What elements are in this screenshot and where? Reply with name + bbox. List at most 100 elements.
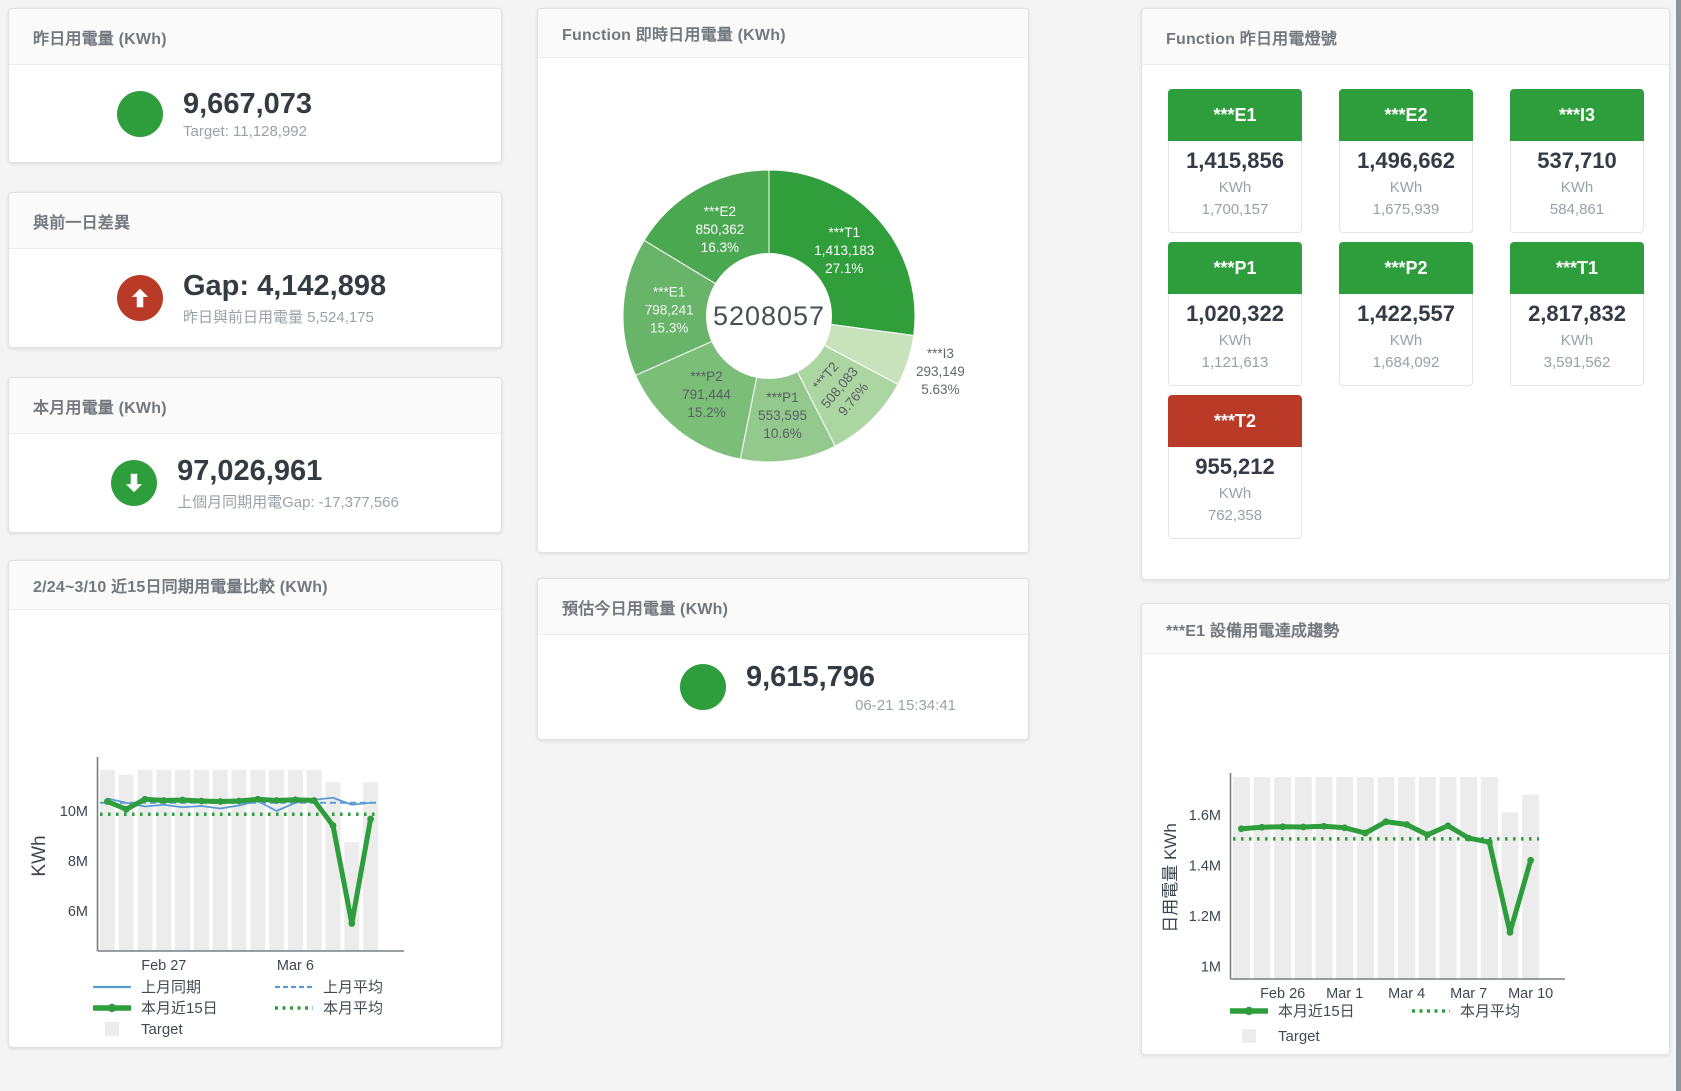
data-point[interactable] <box>104 798 111 805</box>
lamp-tile-body: 1,422,557 KWh 1,684,092 <box>1339 294 1473 386</box>
day-gap-value: Gap: 4,142,898 <box>183 270 387 303</box>
data-point[interactable] <box>1341 824 1349 832</box>
legend-item-3[interactable]: 本月平均 <box>275 1000 383 1017</box>
data-point[interactable] <box>1382 818 1390 826</box>
donut-slice-E1[interactable] <box>622 239 771 376</box>
data-point[interactable] <box>179 796 187 804</box>
data-point[interactable] <box>348 920 356 927</box>
legend-label: 本月近15日 <box>141 1000 218 1017</box>
legend-label: 本月平均 <box>323 1000 383 1017</box>
realtime-usage-donut-chart[interactable]: ***T1 1,413,183 27.1% ***I3 293,149 5.63% ***T… <box>538 58 1029 547</box>
legend-item-2[interactable]: 本月近15日 <box>93 1000 218 1017</box>
data-point[interactable] <box>1403 821 1411 828</box>
legend-item-4[interactable]: Target <box>105 1021 184 1038</box>
legend-item-2[interactable]: Target <box>1242 1028 1321 1045</box>
donut-label-P1: ***P1 553,595 10.6% <box>758 390 807 441</box>
data-point[interactable] <box>367 815 374 823</box>
legend-item-0[interactable]: 上月同期 <box>93 979 201 996</box>
legend-swatch-dot <box>107 1003 117 1013</box>
data-point[interactable] <box>122 805 130 813</box>
lamp-tile-unit: KWh <box>1560 178 1594 196</box>
legend-item-1[interactable]: 上月平均 <box>275 979 383 996</box>
estimate-today-value: 9,615,796 <box>746 661 876 694</box>
e1-trend-chart[interactable]: 1M 1.2M 1.4M 1.6M Feb 26 Mar 1 Mar 4 Mar 7 Mar 1… <box>1142 654 1670 1049</box>
chart-text: ***P2 <box>690 369 722 384</box>
lamp-tile-value: 1,496,662 <box>1357 148 1455 173</box>
data-point[interactable] <box>235 797 243 805</box>
legend-label: 本月近15日 <box>1278 1003 1355 1020</box>
lamp-tile-unit: KWh <box>1218 331 1252 349</box>
chart-text: 10.6% <box>763 426 801 441</box>
data-point[interactable] <box>1527 856 1535 864</box>
card-estimate-today-title: 預估今日用電量 (KWh) <box>538 579 1028 635</box>
x-tick-label: Feb 27 <box>141 958 186 974</box>
y-axis-label: KWh <box>29 835 50 876</box>
lamp-tile-target: 1,684,092 <box>1372 353 1440 371</box>
card-yesterday-usage: 昨日用電量 (KWh) 9,667,073 Target: 11,128,992 <box>8 8 502 163</box>
target-bar <box>1377 777 1395 979</box>
data-point[interactable] <box>254 795 262 803</box>
month-usage-value: 97,026,961 <box>177 455 323 488</box>
data-point[interactable] <box>329 822 337 829</box>
data-point[interactable] <box>1279 823 1287 831</box>
target-bar <box>1501 812 1519 979</box>
lamp-tiles-grid: ***E1 1,415,856 KWh 1,700,157 ***E2 1,496,662… <box>1142 65 1669 562</box>
target-bar <box>1398 777 1416 979</box>
target-bar <box>1439 777 1457 979</box>
data-point[interactable] <box>1423 831 1431 839</box>
data-point[interactable] <box>198 797 205 805</box>
donut-label-E1: ***E1 798,241 15.3% <box>645 285 694 336</box>
lamp-tile-body: 1,496,662 KWh 1,675,939 <box>1339 141 1473 233</box>
target-bar <box>1356 777 1374 979</box>
y-tick-label: 1M <box>1201 959 1221 975</box>
lamp-tile-T2: ***T2 955,212 KWh 762,358 <box>1168 395 1302 539</box>
legend-label: 本月平均 <box>1460 1003 1520 1020</box>
lamp-tile-status-header: ***T2 <box>1168 395 1302 447</box>
lamp-tile-value: 2,817,832 <box>1528 301 1626 326</box>
data-point[interactable] <box>1258 823 1266 831</box>
x-tick-label: Mar 7 <box>1450 986 1487 1002</box>
data-point[interactable] <box>1444 822 1452 830</box>
target-bar <box>287 769 303 951</box>
data-point[interactable] <box>160 797 168 804</box>
data-point[interactable] <box>292 796 299 804</box>
lamp-tile-status-header: ***I3 <box>1510 89 1644 141</box>
data-point[interactable] <box>1237 825 1245 833</box>
target-bar <box>1315 777 1333 979</box>
lamp-tile-status-header: ***P2 <box>1339 242 1473 294</box>
target-bar <box>306 769 322 951</box>
legend-item-1[interactable]: 本月平均 <box>1412 1003 1520 1020</box>
data-point[interactable] <box>273 797 280 804</box>
legend-swatch-dot <box>1244 1006 1254 1016</box>
target-bar <box>1460 777 1478 979</box>
scrollbar[interactable] <box>1676 0 1681 1091</box>
day-gap-subtitle: 昨日與前日用電量 5,524,175 <box>183 308 374 326</box>
lamp-tile-P1: ***P1 1,020,322 KWh 1,121,613 <box>1168 242 1302 386</box>
data-point[interactable] <box>1320 822 1328 830</box>
legend-item-0[interactable]: 本月近15日 <box>1230 1003 1355 1020</box>
card-estimate-today: 預估今日用電量 (KWh) 9,615,796 06-21 15:34:41 <box>537 578 1029 740</box>
data-point[interactable] <box>1485 838 1493 846</box>
data-point[interactable] <box>1361 829 1369 837</box>
target-bar <box>325 782 341 951</box>
chart-text: 1,413,183 <box>814 243 874 258</box>
chart-text: 5.63% <box>921 382 959 397</box>
legend-swatch-bar <box>1242 1029 1256 1043</box>
middle-column: Function 即時日用電量 (KWh) ***T1 1,413,183 27.1… <box>537 8 1029 740</box>
donut-label-I3: ***I3 293,149 5.63% <box>916 346 965 397</box>
data-point[interactable] <box>216 798 224 805</box>
data-point[interactable] <box>1299 823 1307 831</box>
x-tick-label: Mar 1 <box>1326 986 1363 1002</box>
data-point[interactable] <box>141 795 149 803</box>
donut-hole <box>706 253 832 379</box>
month-usage-gap: 上個月同期用電Gap: -17,377,566 <box>177 493 399 511</box>
yesterday-usage-target: Target: 11,128,992 <box>183 123 307 141</box>
donut-label-E2: ***E2 850,362 16.3% <box>696 204 745 255</box>
data-point[interactable] <box>1506 928 1514 936</box>
data-point[interactable] <box>1465 834 1473 842</box>
lamp-tile-T1: ***T1 2,817,832 KWh 3,591,562 <box>1510 242 1644 386</box>
lamp-tile-target: 1,700,157 <box>1201 200 1269 218</box>
lamp-tile-I3: ***I3 537,710 KWh 584,861 <box>1510 89 1644 233</box>
data-point[interactable] <box>310 797 318 804</box>
